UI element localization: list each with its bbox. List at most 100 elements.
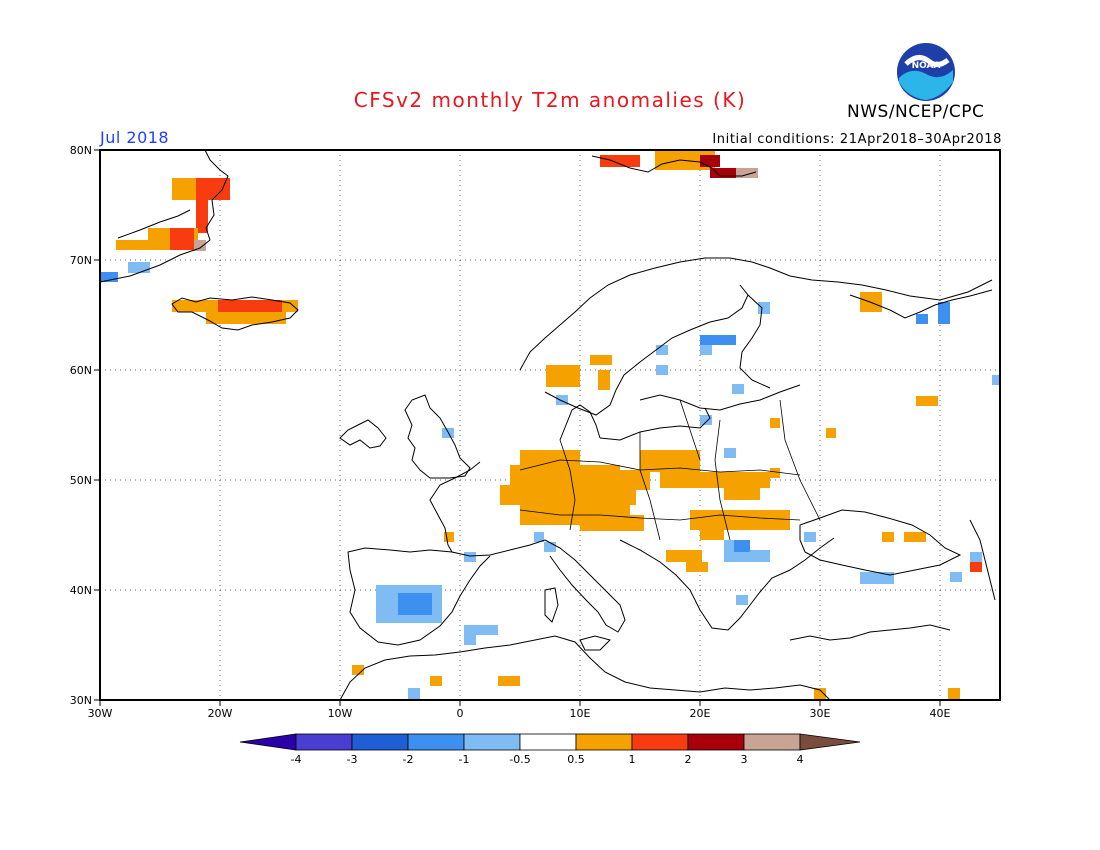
lon-label: 20W [208, 707, 233, 720]
anomaly-cell [100, 272, 118, 282]
anomaly-cell [736, 168, 758, 178]
anomaly-cell [882, 532, 894, 542]
colorbar-swatch [463, 733, 521, 751]
gridlines [100, 150, 1000, 700]
anomaly-cell [804, 532, 816, 542]
lon-label: 0 [457, 707, 464, 720]
colorbar-label: -4 [291, 753, 302, 766]
colorbar-label: 4 [797, 753, 804, 766]
anomaly-cell [534, 532, 544, 542]
anomaly-cell [950, 572, 962, 582]
anomaly-cell [218, 300, 282, 312]
lat-labels: 30N 40N 50N 60N 70N 80N [70, 144, 92, 707]
anomaly-cell [444, 532, 454, 542]
colorbar [239, 733, 861, 751]
anomaly-cell [398, 593, 432, 615]
agency-label: NWS/NCEP/CPC [847, 102, 985, 122]
anomaly-cell [600, 155, 640, 167]
valid-month: Jul 2018 [100, 128, 170, 147]
anomaly-cell [826, 428, 836, 438]
anomaly-cell [686, 562, 708, 572]
coastlines [99, 149, 996, 701]
lon-label: 10W [328, 707, 353, 720]
coastline-white-sea [849, 289, 993, 319]
anomaly-cell [758, 302, 770, 314]
anomaly-cell [610, 470, 650, 490]
coastline-finland [739, 294, 771, 389]
coastline-britain [404, 394, 471, 479]
anomaly-cell [128, 262, 150, 273]
lon-label: 30E [810, 707, 831, 720]
colorbar-swatch [575, 733, 633, 751]
anomaly-cell [732, 384, 744, 394]
colorbar-label: 1 [629, 753, 636, 766]
anomaly-cell [904, 532, 926, 542]
anomaly-cell [736, 595, 748, 605]
anomaly-cell [916, 396, 938, 406]
coastline-greenland [99, 149, 229, 283]
anomaly-cells [100, 150, 1000, 700]
noaa-logo: NOAA [896, 42, 956, 102]
coastline-france [429, 461, 546, 557]
anomaly-cell [860, 572, 894, 584]
anomaly-cell [556, 395, 568, 405]
colorbar-label: 2 [685, 753, 692, 766]
anomaly-cell [116, 240, 150, 250]
lat-label: 50N [70, 474, 92, 487]
anomaly-cell [770, 418, 780, 428]
colorbar-arrow-high [799, 733, 861, 751]
lon-label: 10E [570, 707, 591, 720]
anomaly-cell [580, 515, 644, 531]
colorbar-label: -0.5 [509, 753, 530, 766]
anomaly-cell [590, 355, 612, 365]
colorbar-swatch [687, 733, 745, 751]
lon-labels: 30W 20W 10W 0 10E 20E 30E 40E [88, 707, 951, 720]
anomaly-cell [724, 448, 736, 458]
anomaly-cell [640, 450, 700, 472]
colorbar-label: 3 [741, 753, 748, 766]
colorbar-label: -3 [347, 753, 358, 766]
anomaly-cell [938, 302, 950, 324]
anomaly-cell [464, 635, 476, 645]
anomaly-cell [970, 552, 982, 562]
anomaly-cell [194, 240, 206, 251]
anomaly-cell [598, 370, 610, 390]
anomaly-cell [700, 345, 712, 355]
coastline-north-africa [339, 635, 831, 701]
lat-label: 80N [70, 144, 92, 157]
colorbar-swatch [631, 733, 689, 751]
coastline-norway [519, 257, 993, 371]
colorbar-swatch [351, 733, 409, 751]
anomaly-cell [408, 688, 420, 700]
svg-text:NOAA: NOAA [912, 61, 941, 71]
anomaly-cell [206, 312, 286, 324]
anomaly-cell [916, 314, 928, 324]
lon-label: 30W [88, 707, 113, 720]
coastline-sweden [544, 284, 749, 416]
ticks [94, 149, 941, 706]
coastline-svalbard [591, 155, 757, 177]
anomaly-cell [464, 552, 476, 562]
coastline-sardinia [544, 587, 559, 623]
anomaly-cell [430, 676, 442, 686]
anomaly-cell [498, 676, 520, 686]
initial-conditions: Initial conditions: 21Apr2018–30Apr2018 [712, 132, 1002, 147]
anomaly-cell [734, 550, 770, 562]
chart-title: CFSv2 monthly T2m anomalies (K) [353, 88, 747, 112]
map-frame [99, 149, 1001, 701]
colorbar-swatch [295, 733, 353, 751]
colorbar-label: 0.5 [567, 753, 585, 766]
colorbar-label: -2 [403, 753, 414, 766]
anomaly-cell [710, 168, 736, 178]
anomaly-cell [544, 542, 556, 552]
anomaly-cell [352, 665, 364, 675]
anomaly-cell [464, 625, 498, 635]
anomaly-cell [700, 415, 712, 425]
lat-label: 60N [70, 364, 92, 377]
colorbar-label: -1 [459, 753, 470, 766]
anomaly-cell [196, 178, 230, 200]
anomaly-cell [948, 688, 960, 700]
anomaly-cell [666, 550, 702, 562]
anomaly-cell [170, 228, 194, 250]
